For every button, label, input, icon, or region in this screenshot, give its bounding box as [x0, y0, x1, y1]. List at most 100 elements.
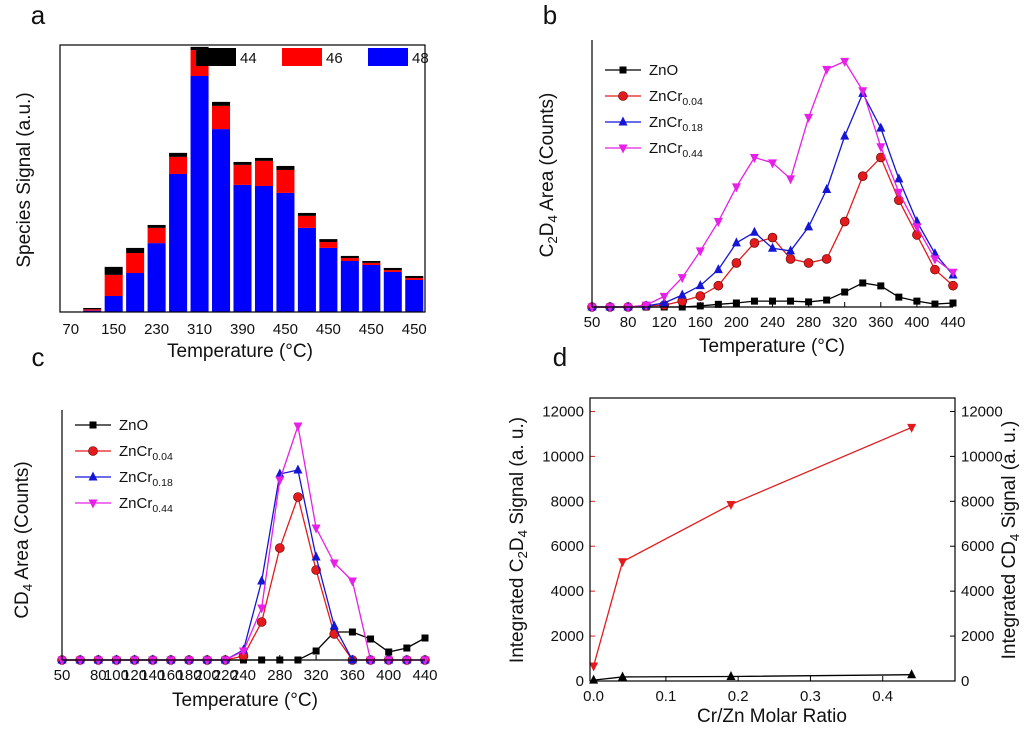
marker	[787, 297, 795, 305]
bar-segment	[212, 105, 231, 130]
marker	[786, 245, 796, 255]
marker	[732, 299, 740, 307]
marker	[366, 656, 376, 666]
legend-label: ZnCr0.04	[649, 88, 703, 108]
x-tick-label: 440	[940, 314, 965, 331]
marker	[877, 282, 885, 290]
marker	[930, 264, 940, 275]
bar-segment	[340, 261, 359, 312]
y-tick-label: 0	[576, 673, 584, 690]
marker	[696, 302, 704, 310]
marker	[695, 291, 706, 301]
bar-segment	[254, 185, 273, 312]
marker	[731, 183, 741, 193]
marker	[912, 223, 922, 233]
x-tick-label: 200	[724, 314, 749, 331]
bar-segment	[319, 242, 338, 248]
legend-label: ZnCr0.44	[119, 495, 173, 515]
bar-segment	[319, 247, 338, 312]
y-tick-label: 10000	[542, 448, 584, 465]
bar-segment	[340, 258, 359, 262]
x-tick-label: 360	[868, 314, 893, 331]
bar-segment	[362, 265, 381, 312]
marker	[713, 264, 723, 274]
panel-letter: a	[31, 0, 46, 30]
marker	[857, 171, 868, 181]
series-line	[62, 469, 425, 661]
marker	[587, 303, 597, 313]
x-tick-label: 0.1	[655, 688, 676, 705]
x-axis-title: Temperature (°C)	[699, 336, 845, 357]
marker	[348, 628, 356, 636]
marker	[731, 237, 741, 247]
x-tick-label: 0.4	[872, 688, 893, 705]
marker	[257, 604, 267, 614]
marker	[876, 122, 886, 132]
x-tick-label: 160	[688, 314, 713, 331]
bar-segment	[147, 227, 166, 244]
marker	[605, 303, 615, 313]
bar-segment	[276, 169, 295, 193]
x-tick-label: 400	[376, 667, 401, 684]
bar-segment	[233, 164, 252, 185]
panel-letter: c	[32, 342, 45, 372]
bar-segment	[297, 212, 316, 216]
legend-label: 46	[326, 50, 343, 67]
marker	[184, 656, 194, 666]
marker	[311, 524, 321, 534]
marker	[714, 300, 722, 308]
marker	[93, 656, 103, 666]
marker	[293, 492, 303, 502]
x-tick-label: 450	[273, 321, 298, 338]
marker	[311, 551, 321, 561]
panel-letter: b	[543, 0, 557, 30]
bar-segment	[83, 307, 102, 310]
marker	[713, 218, 723, 228]
marker	[623, 303, 633, 313]
legend-marker	[618, 91, 628, 101]
x-tick-label: 80	[620, 314, 637, 331]
legend-label: ZnCr0.18	[649, 114, 703, 134]
marker	[202, 656, 212, 666]
marker	[804, 221, 814, 231]
bar-segment	[169, 152, 188, 157]
x-tick-label: 240	[760, 314, 785, 331]
marker	[713, 280, 724, 291]
marker	[822, 65, 832, 75]
marker	[726, 500, 736, 510]
legend-label: 44	[240, 50, 257, 67]
bar-segment	[233, 184, 252, 312]
marker	[841, 288, 849, 296]
marker	[949, 299, 957, 307]
x-tick-label: 450	[316, 321, 341, 338]
marker	[659, 292, 669, 302]
x-tick-label: 390	[230, 321, 255, 338]
bar-segment	[405, 278, 424, 280]
legend-label: ZnO	[649, 62, 678, 79]
bar-segment	[83, 309, 102, 311]
x-tick-label: 70	[62, 321, 79, 338]
marker	[293, 422, 303, 432]
x-tick-label: 440	[412, 667, 437, 684]
marker	[384, 656, 394, 666]
marker	[312, 647, 320, 655]
marker	[823, 296, 831, 304]
legend-marker	[618, 116, 628, 126]
marker	[913, 297, 921, 305]
marker	[618, 558, 628, 568]
marker	[695, 280, 705, 290]
marker	[257, 575, 267, 585]
marker	[839, 216, 850, 227]
y-tick-label: 12000	[542, 403, 584, 420]
marker	[821, 254, 832, 264]
marker	[840, 130, 850, 140]
marker	[695, 247, 705, 257]
series-line	[592, 426, 912, 667]
bar-segment	[147, 224, 166, 228]
x-tick-label: 200	[195, 667, 220, 684]
marker	[907, 669, 917, 679]
marker	[75, 656, 85, 666]
bar-segment	[104, 295, 123, 312]
marker	[768, 159, 777, 169]
marker	[403, 644, 411, 652]
